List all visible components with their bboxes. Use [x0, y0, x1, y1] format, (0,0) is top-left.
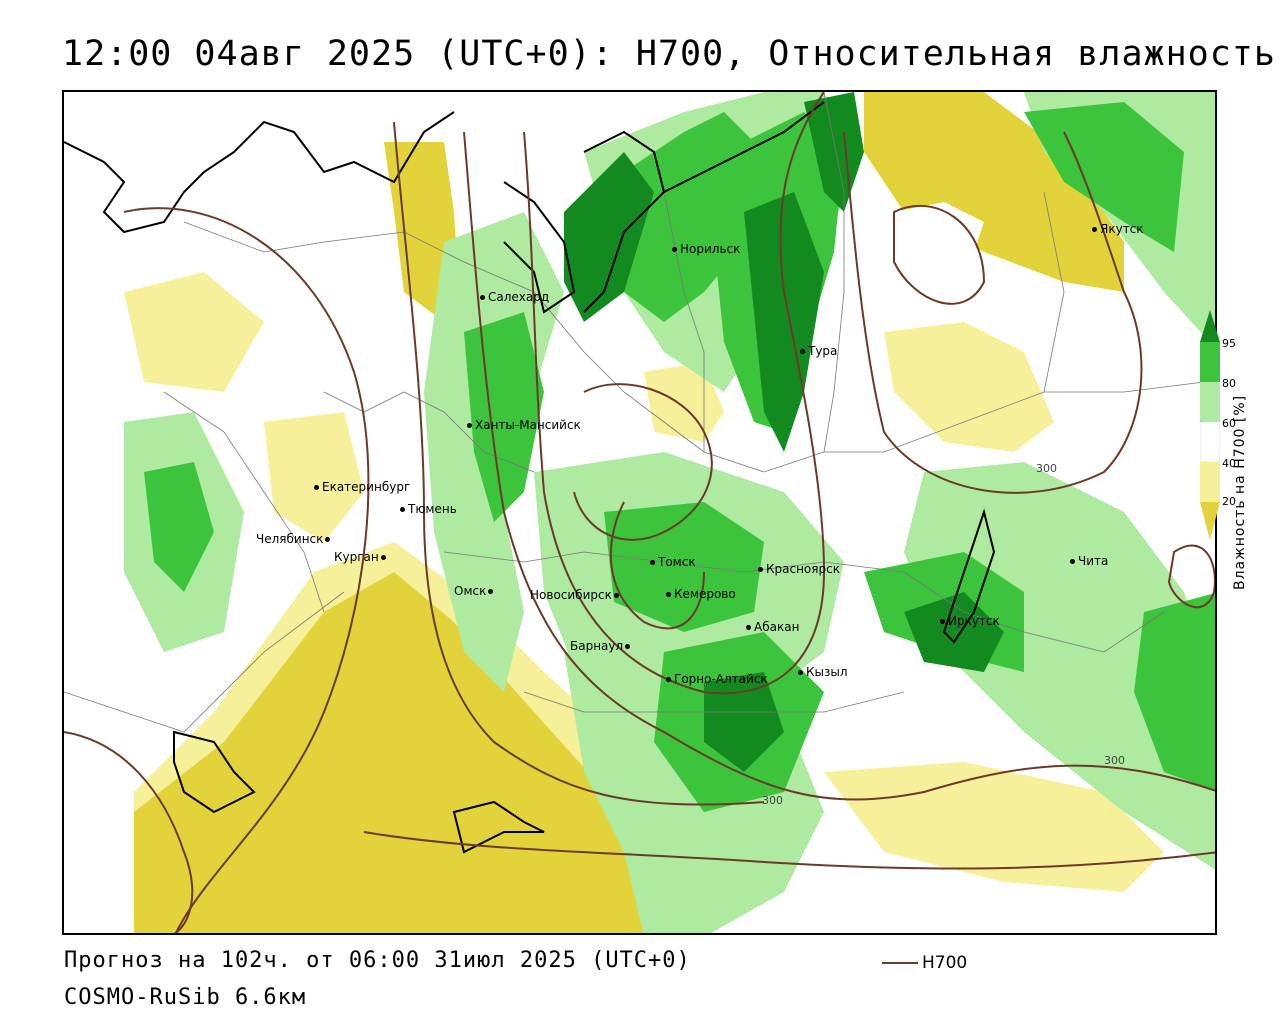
city-marker: Норильск — [672, 242, 740, 256]
city-marker: Томск — [650, 555, 696, 569]
city-dot-icon — [940, 619, 945, 624]
forecast-map: 300 300 300 Норильск Якутск Салехард Тур… — [62, 90, 1217, 935]
legend-arrow-bottom — [1200, 502, 1220, 540]
contour-line-icon — [882, 962, 918, 964]
h700-contour — [1167, 544, 1215, 609]
city-marker: Якутск — [1092, 222, 1144, 236]
legend-tick: 80 — [1222, 377, 1236, 390]
legend-swatch-60 — [1200, 421, 1220, 463]
legend-swatch-40 — [1200, 462, 1220, 502]
dry-region-northeast — [864, 92, 1124, 292]
city-marker: Омск — [454, 584, 496, 598]
legend-arrow-top — [1200, 310, 1220, 342]
city-dot-icon — [758, 567, 763, 572]
h700-contour — [123, 207, 370, 933]
wet-band-northeast — [1024, 102, 1184, 252]
city-marker: Кемерово — [666, 587, 736, 601]
wet-band-west — [144, 462, 214, 592]
wet-band-center — [604, 502, 764, 632]
contour-label: 300 — [1104, 754, 1125, 767]
city-marker: Тура — [800, 344, 837, 358]
legend-tick: 95 — [1222, 337, 1236, 350]
legend-tick: 20 — [1222, 495, 1236, 508]
city-marker: Салехард — [480, 290, 549, 304]
city-dot-icon — [672, 247, 677, 252]
humidity-colorbar — [1200, 310, 1220, 540]
city-marker: Новосибирск — [530, 588, 622, 602]
dry-region-west — [124, 272, 264, 392]
city-marker: Тюмень — [400, 502, 457, 516]
dry-region-east — [884, 322, 1054, 452]
city-dot-icon — [380, 555, 386, 560]
h700-contour — [393, 121, 765, 806]
city-dot-icon — [325, 537, 331, 542]
city-marker: Горно-Алтайск — [666, 672, 768, 686]
very-wet-yenisei — [744, 192, 824, 452]
city-dot-icon — [314, 485, 319, 490]
h700-contour — [523, 92, 826, 695]
contour-label: 300 — [762, 794, 783, 807]
city-dot-icon — [613, 593, 619, 598]
forecast-info: Прогноз на 102ч. от 06:00 31июл 2025 (UT… — [64, 948, 691, 973]
city-marker: Курган — [334, 550, 389, 564]
h700-contour — [609, 501, 705, 630]
city-dot-icon — [400, 507, 405, 512]
legend-tick: 40 — [1222, 457, 1236, 470]
city-dot-icon — [1092, 227, 1097, 232]
city-dot-icon — [650, 560, 655, 565]
legend-swatch-80 — [1200, 382, 1220, 422]
contour-label: 300 — [1036, 462, 1057, 475]
city-dot-icon — [746, 625, 751, 630]
very-wet-baikal — [904, 592, 1004, 672]
city-marker: Иркутск — [940, 614, 1000, 628]
city-marker: Кызыл — [798, 665, 848, 679]
city-marker: Челябинск — [256, 532, 333, 546]
city-dot-icon — [625, 644, 631, 649]
city-dot-icon — [1070, 559, 1075, 564]
h700-contours — [64, 92, 1215, 933]
h700-contour — [843, 131, 1143, 494]
very-wet-altai — [704, 672, 784, 772]
city-dot-icon — [800, 349, 805, 354]
h700-contour — [363, 831, 1215, 870]
humidity-field — [64, 92, 1215, 933]
dry-region-southwest-edge — [134, 542, 704, 933]
legend-swatch-95 — [1200, 342, 1220, 382]
h700-contour — [463, 131, 1215, 801]
city-dot-icon — [480, 295, 485, 300]
wet-band-far-east — [1134, 593, 1215, 791]
city-dot-icon — [666, 677, 671, 682]
city-marker: Екатеринбург — [314, 480, 410, 494]
city-marker: Красноярск — [758, 562, 840, 576]
h700-contour — [573, 383, 713, 541]
h700-contour — [893, 204, 986, 305]
very-wet-north — [564, 152, 654, 322]
city-marker: Ханты-Мансийск — [467, 418, 581, 432]
map-title: 12:00 04авг 2025 (UTC+0): H700, Относите… — [62, 34, 1276, 74]
city-dot-icon — [488, 589, 494, 594]
dry-region-southwest — [134, 562, 684, 933]
dry-region-urals — [264, 412, 364, 542]
city-dot-icon — [666, 592, 671, 597]
city-dot-icon — [798, 670, 803, 675]
legend-label: Влажность на H700 [%] — [1232, 394, 1248, 590]
city-dot-icon — [467, 423, 472, 428]
city-marker: Чита — [1070, 554, 1108, 568]
legend-tick: 60 — [1222, 417, 1236, 430]
city-marker: Абакан — [746, 620, 799, 634]
coastlines — [64, 101, 996, 854]
h700-contour — [64, 731, 194, 933]
contour-key: H700 — [882, 953, 967, 973]
model-name: COSMO-RuSib 6.6км — [64, 985, 307, 1010]
city-marker: Барнаул — [570, 639, 633, 653]
